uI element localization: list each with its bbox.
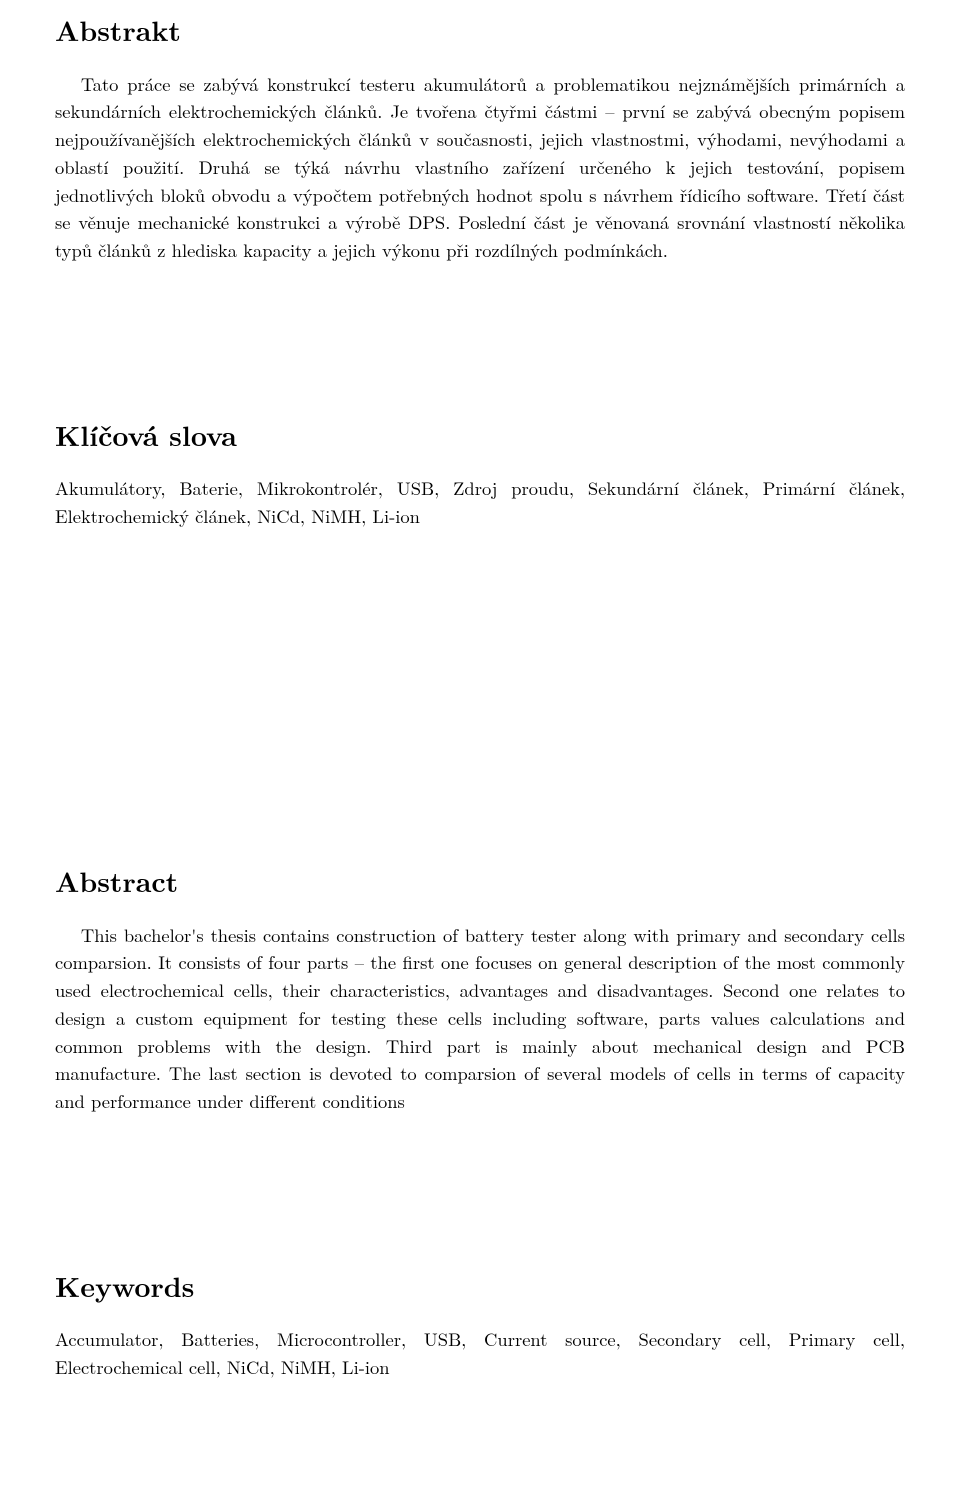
klicova-slova-section: Klíčová slova Akumulátory, Baterie, Mikr…	[55, 415, 905, 531]
gap-after-abstrakt	[55, 315, 905, 415]
klicova-slova-heading: Klíčová slova	[55, 415, 905, 456]
gap-after-klicova	[55, 581, 905, 861]
keywords-body: Accumulator, Batteries, Microcontroller,…	[55, 1326, 905, 1382]
klicova-slova-body: Akumulátory, Baterie, Mikrokontrolér, US…	[55, 475, 905, 531]
gap-after-abstract	[55, 1166, 905, 1266]
abstract-body: This bachelor's thesis contains construc…	[55, 922, 905, 1116]
abstract-section: Abstract This bachelor's thesis contains…	[55, 861, 905, 1116]
abstrakt-section: Abstrakt Tato práce se zabývá konstrukcí…	[55, 10, 905, 265]
keywords-section: Keywords Accumulator, Batteries, Microco…	[55, 1266, 905, 1382]
abstrakt-body: Tato práce se zabývá konstrukcí testeru …	[55, 71, 905, 265]
keywords-heading: Keywords	[55, 1266, 905, 1307]
abstract-heading: Abstract	[55, 861, 905, 902]
abstrakt-heading: Abstrakt	[55, 10, 905, 51]
